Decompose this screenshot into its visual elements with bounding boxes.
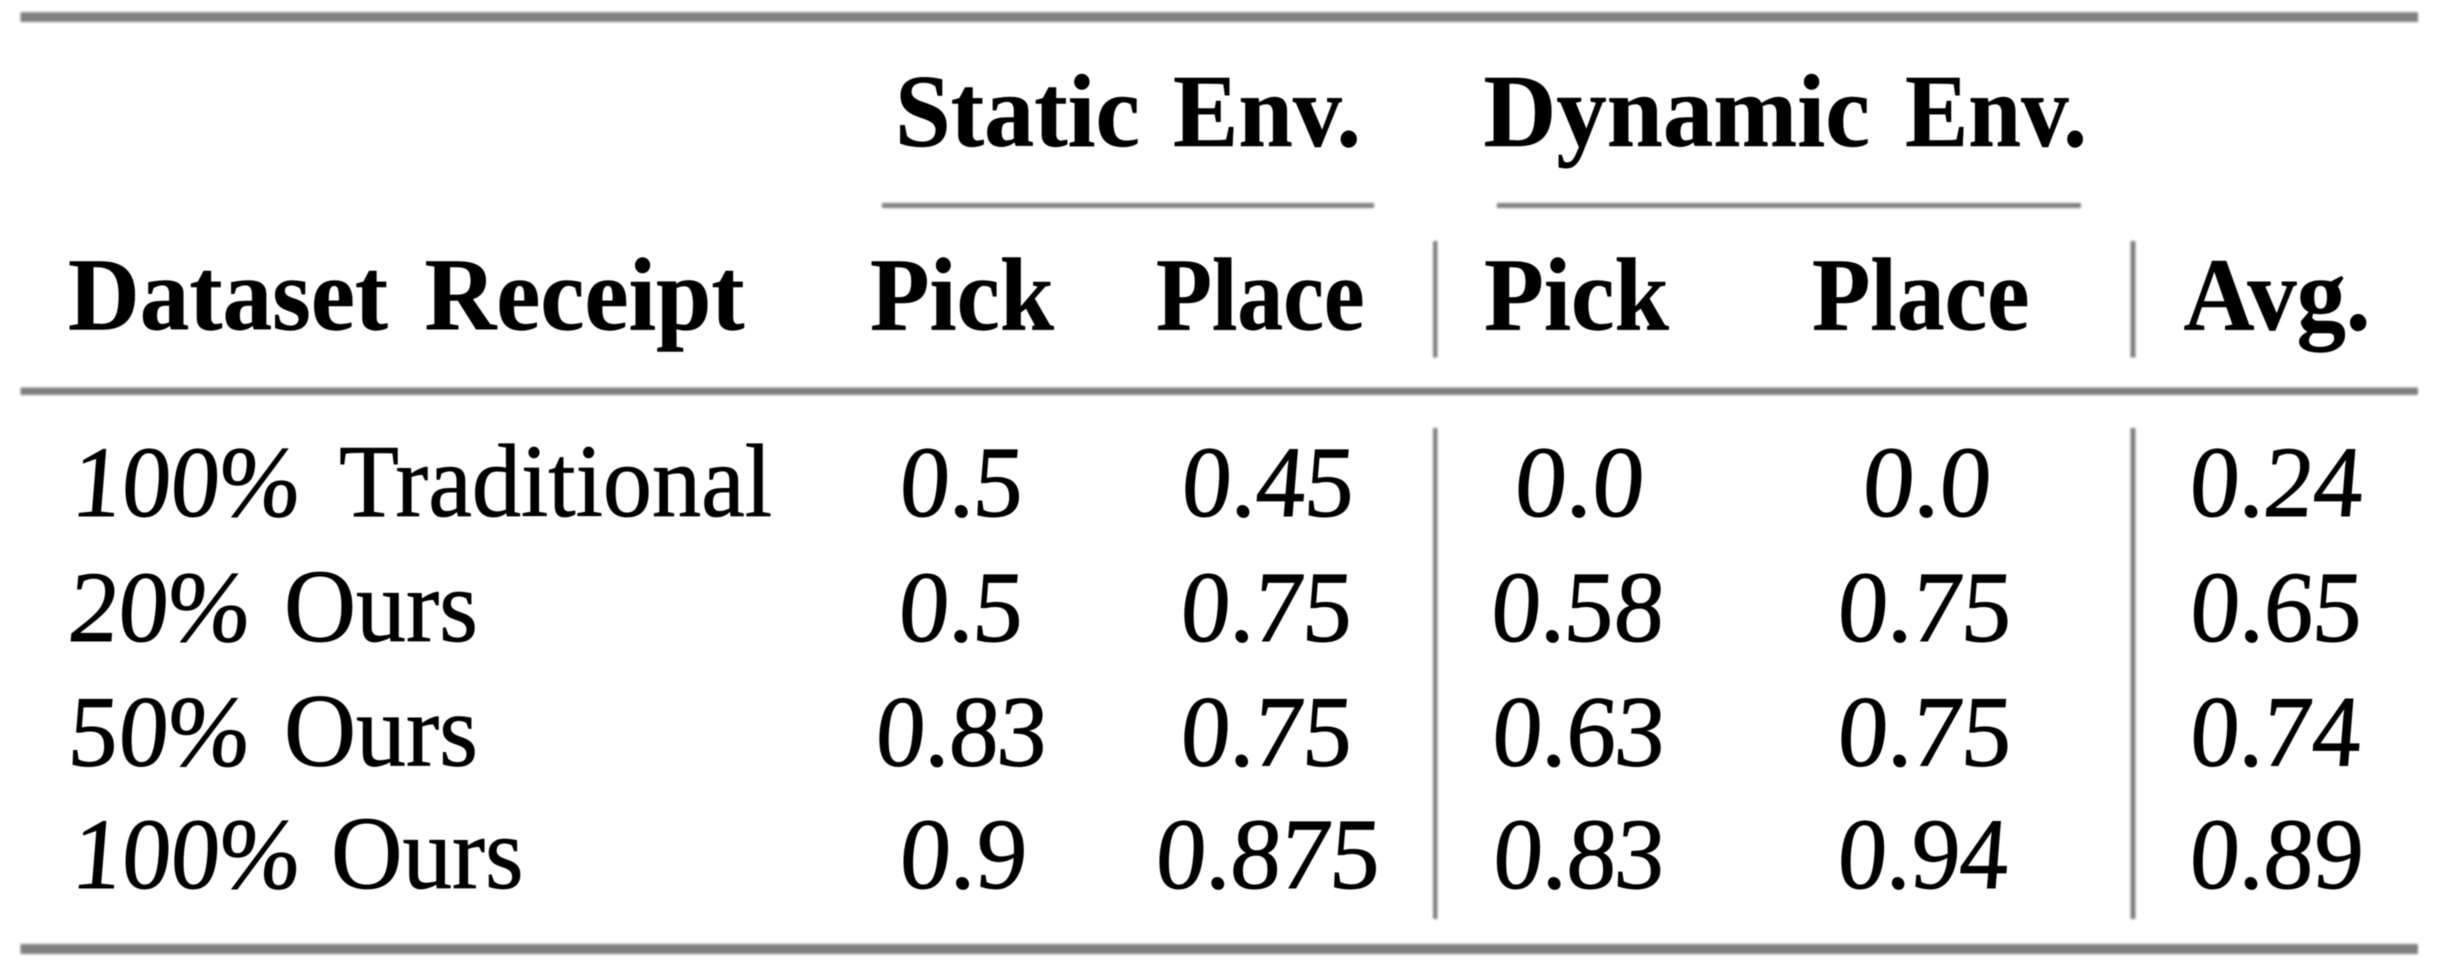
svg-text:Pick: Pick: [1484, 238, 1669, 353]
svg-text:50%: 50%: [64, 676, 255, 788]
svg-text:Receipt: Receipt: [425, 238, 745, 353]
svg-text:Static: Static: [895, 54, 1140, 169]
svg-text:Dynamic: Dynamic: [1484, 54, 1871, 169]
svg-text:Ours: Ours: [284, 549, 478, 664]
svg-text:Dataset: Dataset: [68, 238, 388, 353]
svg-text:0.58: 0.58: [1486, 551, 1669, 663]
svg-text:0.75: 0.75: [1832, 551, 2017, 663]
svg-text:0.0: 0.0: [1857, 426, 1995, 538]
svg-text:100%: 100%: [67, 426, 305, 538]
svg-text:Ours: Ours: [284, 674, 478, 789]
svg-text:0.65: 0.65: [2185, 551, 2368, 663]
svg-text:0.24: 0.24: [2184, 426, 2367, 538]
svg-text:0.89: 0.89: [2184, 798, 2367, 910]
svg-text:0.0: 0.0: [1509, 426, 1648, 538]
svg-text:Place: Place: [1812, 238, 2030, 353]
svg-text:Place: Place: [1156, 238, 1365, 353]
svg-text:0.94: 0.94: [1832, 798, 2013, 910]
svg-text:100%: 100%: [68, 798, 306, 910]
svg-text:0.5: 0.5: [894, 426, 1028, 538]
svg-text:0.83: 0.83: [870, 676, 1052, 788]
svg-text:0.75: 0.75: [1175, 676, 1357, 788]
svg-text:0.83: 0.83: [1488, 798, 1670, 910]
svg-text:Avg.: Avg.: [2184, 238, 2371, 353]
svg-text:20%: 20%: [63, 551, 255, 663]
svg-text:0.74: 0.74: [2185, 676, 2366, 788]
svg-text:0.45: 0.45: [1176, 426, 1359, 538]
svg-text:0.9: 0.9: [894, 798, 1031, 910]
svg-text:Env.: Env.: [1173, 54, 1361, 169]
svg-text:0.75: 0.75: [1832, 676, 2017, 788]
svg-text:0.875: 0.875: [1150, 798, 1385, 910]
svg-text:Pick: Pick: [870, 238, 1054, 353]
svg-text:0.63: 0.63: [1487, 676, 1671, 788]
svg-text:0.5: 0.5: [893, 551, 1028, 663]
svg-text:Env.: Env.: [1905, 54, 2087, 169]
svg-text:Traditional: Traditional: [339, 424, 772, 539]
svg-text:Ours: Ours: [331, 796, 524, 911]
svg-text:0.75: 0.75: [1175, 551, 1357, 663]
